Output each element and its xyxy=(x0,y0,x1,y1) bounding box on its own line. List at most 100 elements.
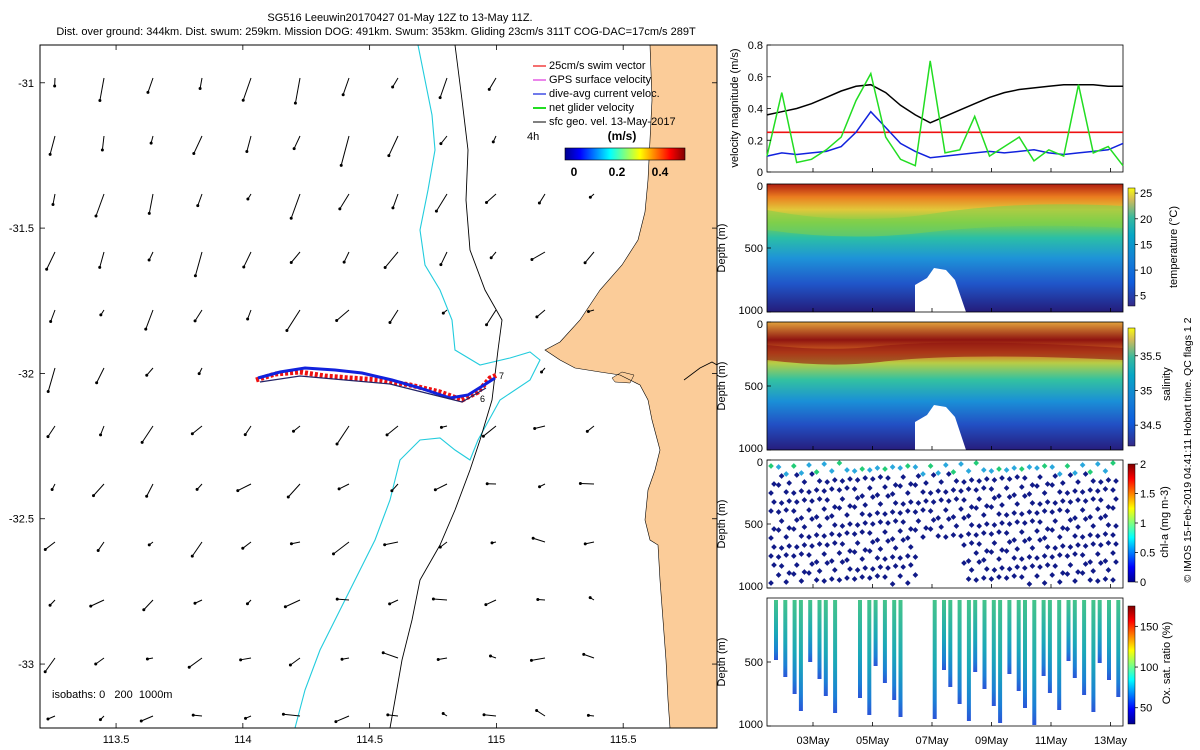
chla-sample xyxy=(1026,581,1033,587)
chla-sample xyxy=(844,467,850,473)
surface-vector xyxy=(335,715,350,723)
chla-sample xyxy=(1021,475,1028,481)
chla-sample xyxy=(912,482,919,488)
velocity-ylabel: velocity magnitude (m/s) xyxy=(729,48,741,167)
surface-vector xyxy=(194,251,203,276)
chla-sample xyxy=(844,530,850,536)
surface-vector-head xyxy=(485,323,489,327)
chla-sample xyxy=(1037,537,1043,543)
chla-sample xyxy=(1059,498,1066,504)
chla-sample xyxy=(806,570,812,576)
chla-sample xyxy=(1064,526,1071,532)
chla-sample xyxy=(1034,510,1040,516)
chla-sample xyxy=(882,466,888,472)
surface-vector xyxy=(433,598,448,601)
chla-sample xyxy=(836,460,843,466)
chla-sample xyxy=(790,526,797,532)
chla-sample xyxy=(1075,479,1081,485)
surface-vector-head xyxy=(391,85,395,89)
surface-vector-head xyxy=(140,440,144,444)
isobath-200m xyxy=(294,44,541,729)
surface-vector-head xyxy=(193,601,197,605)
chla-sample xyxy=(821,488,828,494)
chla-sample xyxy=(915,500,922,506)
velocity-series-line xyxy=(766,60,1124,167)
chla-sample xyxy=(1037,564,1043,570)
surface-vector xyxy=(95,193,105,217)
chla-sample xyxy=(907,544,914,550)
chla-sample xyxy=(1041,508,1048,514)
velocity-panel: 0 0.2 0.4 0.6 0.8 velocity magnitude (m/s) xyxy=(729,40,1124,179)
chla-sample xyxy=(1097,497,1104,503)
chla-sample xyxy=(958,533,964,539)
surface-vector xyxy=(338,483,350,490)
chla-sample xyxy=(768,535,774,541)
chla-sample xyxy=(927,490,934,496)
chla-sample xyxy=(783,471,790,477)
chla-sample xyxy=(877,519,884,525)
chla-sample xyxy=(1075,569,1081,575)
surface-vector-head xyxy=(98,99,102,103)
chla-sample xyxy=(778,563,785,569)
chla-sample xyxy=(801,542,808,548)
surface-vector-head xyxy=(439,425,443,429)
chla-sample xyxy=(1006,476,1013,482)
surface-vector-head xyxy=(89,604,93,608)
chla-sample xyxy=(1011,537,1018,543)
surface-vector-head xyxy=(338,207,342,211)
surface-vector-head xyxy=(289,216,293,220)
chla-sample xyxy=(877,564,884,570)
chla-sample xyxy=(866,485,873,491)
chla-sample xyxy=(828,468,835,474)
salinity-max-layer xyxy=(767,342,1123,365)
colorbar-tick: 0 xyxy=(571,165,578,179)
chla-sample xyxy=(923,480,929,486)
chla-sample xyxy=(786,525,793,531)
chla-sample xyxy=(961,515,967,521)
surface-vector-head xyxy=(537,201,541,205)
surface-vector-head xyxy=(49,320,53,324)
legend-item-geo: sfc geo. vel. 13-May-2017 xyxy=(549,116,676,128)
chla-sample xyxy=(854,495,861,501)
chla-sample xyxy=(889,509,896,515)
chla-sample xyxy=(988,468,995,474)
chla-sample xyxy=(1011,555,1018,561)
chla-sample xyxy=(1102,576,1109,582)
chla-sample xyxy=(821,461,828,467)
surface-vector-head xyxy=(241,546,245,550)
map-ytick-label: -32 xyxy=(18,368,34,380)
track-day-label: 6 xyxy=(480,394,485,404)
chla-sample xyxy=(1090,541,1097,547)
temperature-thermocline xyxy=(767,204,1123,237)
chla-sample xyxy=(859,493,866,499)
surface-vector-head xyxy=(292,429,296,433)
surface-vector xyxy=(44,541,56,550)
chla-sample xyxy=(915,473,922,479)
surface-vector xyxy=(242,541,252,549)
oxygen-profile xyxy=(1016,600,1021,691)
chla-sample xyxy=(991,540,998,546)
surface-vector-head xyxy=(187,665,191,669)
chla-sample xyxy=(1087,532,1094,538)
surface-vector-head xyxy=(586,310,590,314)
chla-sample xyxy=(828,558,835,564)
legend-timestep: 4h xyxy=(527,131,539,143)
surface-vector-head xyxy=(149,141,153,145)
chla-sample xyxy=(866,512,873,518)
chla-sample xyxy=(1110,577,1116,583)
chla-sample xyxy=(988,549,995,555)
chla-sample xyxy=(942,507,949,513)
map-background xyxy=(40,45,717,728)
surface-vector xyxy=(436,193,448,212)
chla-sample xyxy=(816,523,823,529)
chla-sample xyxy=(1075,497,1081,503)
surface-vector-head xyxy=(197,372,201,376)
surface-vector xyxy=(96,367,105,383)
surface-vector xyxy=(193,135,203,154)
oxygen-profile xyxy=(942,600,946,670)
chla-sample xyxy=(816,568,823,574)
surface-vector xyxy=(50,309,56,322)
chla-sample xyxy=(1056,471,1063,477)
chla-sample xyxy=(1097,479,1104,485)
chla-sample xyxy=(958,488,964,494)
